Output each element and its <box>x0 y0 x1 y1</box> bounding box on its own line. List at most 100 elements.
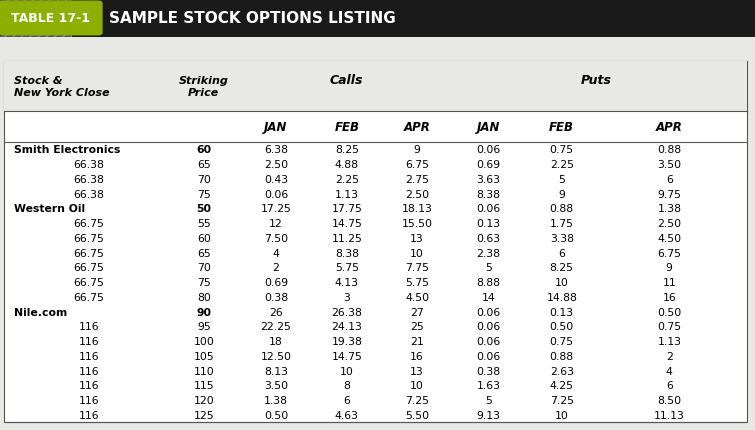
Text: 10: 10 <box>410 248 424 258</box>
Text: 7.25: 7.25 <box>550 395 574 405</box>
Text: 18.13: 18.13 <box>402 204 433 214</box>
Text: TABLE 17-1: TABLE 17-1 <box>11 12 90 25</box>
Text: 95: 95 <box>197 322 211 332</box>
Text: 14.88: 14.88 <box>547 292 577 302</box>
Text: 2.50: 2.50 <box>658 219 681 229</box>
Text: 0.06: 0.06 <box>476 204 501 214</box>
Text: 0.75: 0.75 <box>550 145 574 155</box>
Text: 16: 16 <box>662 292 676 302</box>
Text: 0.06: 0.06 <box>263 189 288 199</box>
Text: 120: 120 <box>193 395 214 405</box>
Text: 5: 5 <box>558 175 565 184</box>
Text: 5.50: 5.50 <box>405 410 429 420</box>
Text: 1.38: 1.38 <box>658 204 681 214</box>
Text: 116: 116 <box>79 366 99 376</box>
Text: 15.50: 15.50 <box>402 219 433 229</box>
Text: 8: 8 <box>344 381 350 390</box>
Text: 11.13: 11.13 <box>654 410 685 420</box>
Text: 0.06: 0.06 <box>476 145 501 155</box>
Text: 4: 4 <box>666 366 673 376</box>
Text: 0.69: 0.69 <box>476 160 501 170</box>
Text: 4.63: 4.63 <box>335 410 359 420</box>
Text: 2.50: 2.50 <box>264 160 288 170</box>
Text: 24.13: 24.13 <box>331 322 362 332</box>
Text: APR: APR <box>656 121 683 134</box>
FancyBboxPatch shape <box>0 0 72 38</box>
Text: 0.13: 0.13 <box>476 219 501 229</box>
Text: 70: 70 <box>197 263 211 273</box>
Text: 66.38: 66.38 <box>73 189 104 199</box>
Text: 9: 9 <box>414 145 421 155</box>
Text: 3: 3 <box>344 292 350 302</box>
Text: 8.50: 8.50 <box>658 395 681 405</box>
Text: 11.25: 11.25 <box>331 233 362 243</box>
Text: 13: 13 <box>410 366 424 376</box>
Text: 90: 90 <box>196 307 211 317</box>
Text: 7.50: 7.50 <box>264 233 288 243</box>
Text: 25: 25 <box>410 322 424 332</box>
Text: 2: 2 <box>273 263 279 273</box>
Text: 50: 50 <box>196 204 211 214</box>
Text: 10: 10 <box>555 410 569 420</box>
Text: 5: 5 <box>485 395 492 405</box>
Text: 65: 65 <box>197 160 211 170</box>
Text: 0.06: 0.06 <box>476 351 501 361</box>
Text: 16: 16 <box>410 351 424 361</box>
Text: 17.25: 17.25 <box>260 204 291 214</box>
Text: 80: 80 <box>197 292 211 302</box>
Text: 5.75: 5.75 <box>405 277 429 288</box>
Text: 10: 10 <box>340 366 354 376</box>
Text: 6: 6 <box>666 381 673 390</box>
FancyBboxPatch shape <box>4 62 747 422</box>
Text: 116: 116 <box>79 336 99 346</box>
Text: 0.88: 0.88 <box>550 351 574 361</box>
Text: 14.75: 14.75 <box>331 351 362 361</box>
Text: 8.38: 8.38 <box>476 189 501 199</box>
Text: 7.75: 7.75 <box>405 263 429 273</box>
Text: 66.38: 66.38 <box>73 160 104 170</box>
Text: Nile.com: Nile.com <box>14 307 67 317</box>
Text: 4.88: 4.88 <box>335 160 359 170</box>
Text: 22.25: 22.25 <box>260 322 291 332</box>
Text: 116: 116 <box>79 322 99 332</box>
Text: 1.38: 1.38 <box>264 395 288 405</box>
Text: 1.63: 1.63 <box>476 381 501 390</box>
Text: 2.63: 2.63 <box>550 366 574 376</box>
Text: 17.75: 17.75 <box>331 204 362 214</box>
Text: 0.88: 0.88 <box>550 204 574 214</box>
Text: 4.50: 4.50 <box>405 292 429 302</box>
Text: 8.25: 8.25 <box>335 145 359 155</box>
Text: Smith Electronics: Smith Electronics <box>14 145 120 155</box>
Text: 10: 10 <box>410 381 424 390</box>
Text: 66.75: 66.75 <box>73 233 104 243</box>
Text: 2: 2 <box>666 351 673 361</box>
Text: 0.50: 0.50 <box>550 322 574 332</box>
Text: 8.25: 8.25 <box>550 263 574 273</box>
Text: 9.13: 9.13 <box>476 410 501 420</box>
Text: 115: 115 <box>193 381 214 390</box>
Text: 66.75: 66.75 <box>73 277 104 288</box>
Text: 0.06: 0.06 <box>476 307 501 317</box>
Text: 6.75: 6.75 <box>658 248 681 258</box>
Text: 6.75: 6.75 <box>405 160 429 170</box>
Text: Stock &
New York Close: Stock & New York Close <box>14 76 109 98</box>
Text: 66.75: 66.75 <box>73 248 104 258</box>
Text: 125: 125 <box>193 410 214 420</box>
Text: JAN: JAN <box>264 121 288 134</box>
Text: 0.75: 0.75 <box>550 336 574 346</box>
Text: 65: 65 <box>197 248 211 258</box>
Text: 4.50: 4.50 <box>658 233 681 243</box>
Text: 6: 6 <box>666 175 673 184</box>
Text: Calls: Calls <box>329 74 363 87</box>
Text: Western Oil: Western Oil <box>14 204 85 214</box>
Text: 1.13: 1.13 <box>658 336 681 346</box>
Text: 0.75: 0.75 <box>658 322 681 332</box>
Text: 2.25: 2.25 <box>335 175 359 184</box>
Text: 75: 75 <box>197 277 211 288</box>
Text: 9: 9 <box>666 263 673 273</box>
FancyBboxPatch shape <box>0 2 102 36</box>
Text: 10: 10 <box>555 277 569 288</box>
Text: 8.88: 8.88 <box>476 277 501 288</box>
Text: 60: 60 <box>197 233 211 243</box>
Text: 14: 14 <box>482 292 495 302</box>
